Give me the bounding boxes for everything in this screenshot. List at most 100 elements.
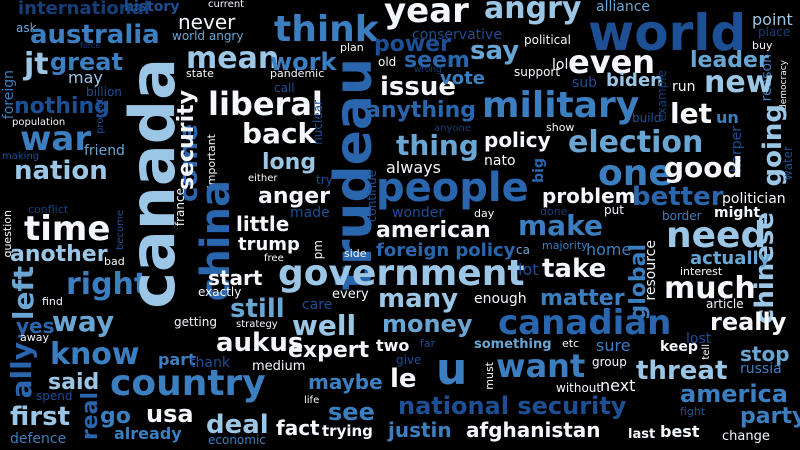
word-trump: trump — [238, 234, 300, 255]
word-make: make — [518, 209, 603, 242]
word-sub: sub — [572, 75, 598, 91]
word-problem: problem — [542, 184, 636, 208]
word-ally: ally — [5, 342, 38, 399]
word-angry: angry — [484, 0, 582, 26]
word-getting: getting — [174, 315, 217, 329]
word-policy: policy — [484, 128, 551, 152]
word-good: good — [664, 151, 743, 184]
word-run: run — [672, 79, 696, 95]
word-say: say — [470, 36, 520, 66]
word-might: might — [714, 205, 761, 221]
word-next: next — [600, 376, 636, 395]
word-mean: mean — [186, 41, 280, 76]
word-strategy: strategy — [236, 319, 278, 330]
word-afghanistan: afghanistan — [466, 418, 601, 442]
word-done: done — [540, 205, 568, 218]
word-far: far — [420, 337, 436, 350]
word-lot: lot — [518, 260, 539, 279]
word-russia: russia — [740, 361, 782, 377]
word-start: start — [208, 266, 263, 290]
word-pandemic: pandemic — [270, 67, 325, 80]
word-anyone: anyone — [434, 123, 471, 134]
word-leader: leader — [690, 48, 769, 73]
word-thank: thank — [190, 355, 230, 371]
word-maybe: maybe — [308, 370, 383, 394]
word-biden: biden — [606, 70, 663, 91]
word-exactly: exactly — [198, 285, 242, 299]
word-aukus: aukus — [216, 328, 304, 358]
word-without: without — [556, 381, 602, 395]
word-america: america — [680, 380, 788, 408]
word-usa: usa — [146, 400, 194, 428]
word-free: free — [264, 253, 284, 264]
word-interest: interest — [680, 265, 723, 278]
word-force: force — [80, 41, 101, 50]
word-population: population — [12, 117, 66, 128]
word-international: international — [18, 0, 150, 19]
word-show: show — [546, 121, 575, 134]
word-care: care — [302, 297, 333, 313]
word-call: call — [274, 81, 295, 95]
word-country: country — [110, 363, 266, 404]
word-old: old — [378, 55, 397, 69]
word-france: france — [173, 188, 187, 227]
word-history: history — [124, 0, 180, 15]
word-democracy: democracy — [779, 60, 789, 110]
word-real: real — [78, 392, 103, 441]
word-wonder: wonder — [392, 205, 445, 221]
word-sure: sure — [596, 336, 631, 355]
word-war: war — [20, 119, 92, 159]
word-really: really — [710, 308, 787, 336]
word-lol: lol — [552, 57, 569, 73]
word-border: border — [662, 209, 702, 223]
word-actually: actually — [690, 248, 771, 269]
word-last: last — [628, 427, 656, 442]
word-think: think — [274, 9, 379, 50]
word-issue: issue — [380, 72, 457, 102]
word-take: take — [542, 254, 607, 284]
word-home: home — [586, 240, 632, 259]
word-little: little — [236, 212, 290, 236]
word-trying: trying — [322, 422, 373, 440]
word-see: see — [328, 398, 375, 426]
word-fight: fight — [680, 405, 706, 418]
word-defence: defence — [10, 431, 67, 447]
word-protect: protect — [95, 98, 106, 134]
word-spend: spend — [36, 389, 73, 403]
word-new: new — [704, 65, 774, 100]
word-current: current — [208, 0, 245, 10]
word-another: another — [10, 242, 108, 267]
word-put: put — [604, 203, 624, 217]
word-yes: yes — [16, 314, 55, 338]
word-bad: bad — [104, 255, 125, 268]
word-anger: anger — [258, 184, 331, 209]
word-way: way — [52, 305, 115, 338]
word-one: one — [598, 153, 673, 194]
word-state: state — [186, 67, 214, 80]
word-made: made — [290, 205, 330, 221]
word-australia: australia — [30, 20, 160, 50]
word-part: part — [158, 350, 196, 369]
word-jt: jt — [24, 47, 49, 82]
word-big: big — [531, 158, 547, 183]
word-must: must — [483, 362, 496, 390]
word-threat: threat — [636, 356, 728, 386]
word-change: change — [722, 429, 770, 444]
word-great: great — [50, 48, 123, 76]
word-making: making — [2, 151, 40, 162]
word-political: political — [524, 33, 571, 47]
word-work: work — [270, 48, 337, 76]
word-le: le — [390, 364, 417, 394]
word-back: back — [242, 117, 317, 150]
word-may: may — [68, 68, 103, 87]
word-enough: enough — [474, 291, 527, 307]
word-ask: ask — [16, 21, 37, 35]
word-anything: anything — [366, 98, 476, 123]
word-time: time — [24, 209, 111, 249]
word-day: day — [474, 207, 495, 220]
word-vote: vote — [440, 68, 485, 89]
word-either: either — [248, 173, 278, 184]
word-many: many — [378, 284, 459, 314]
word-article: article — [706, 297, 744, 311]
word-lost: lost — [686, 331, 712, 347]
